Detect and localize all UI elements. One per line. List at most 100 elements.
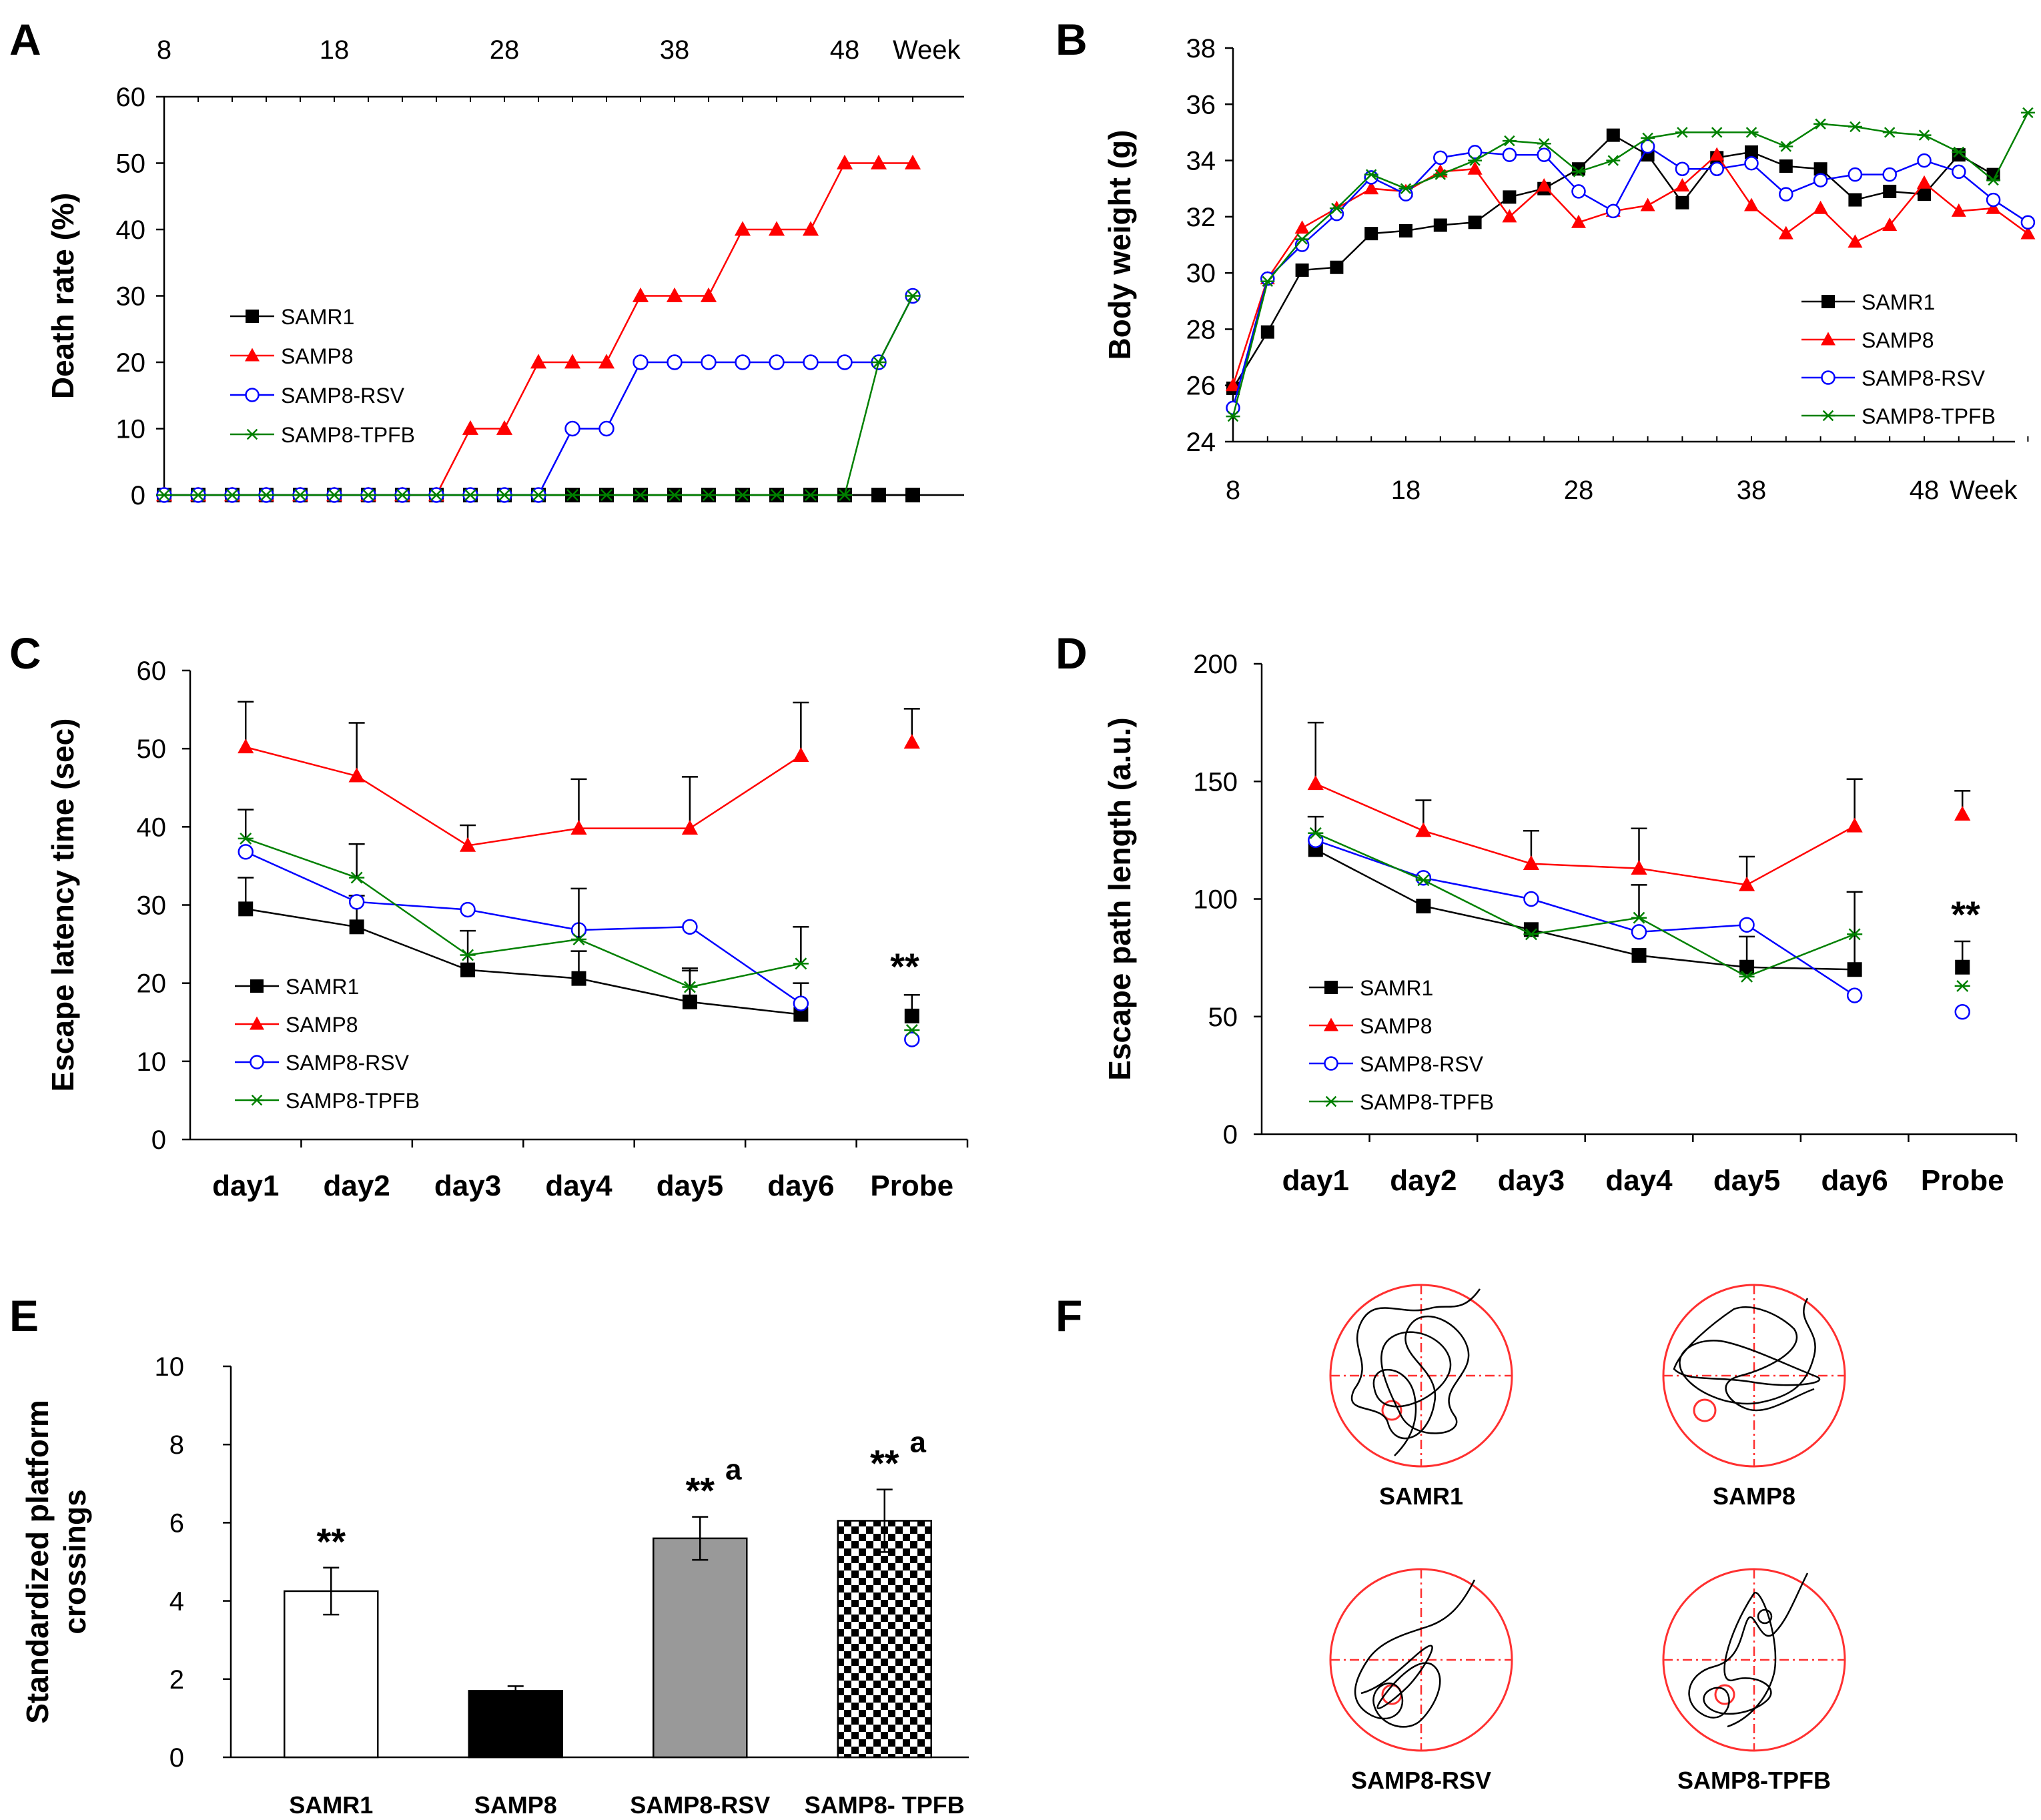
series-line-samp8-tpfb	[164, 295, 914, 496]
legend-label-samr1: SAMR1	[1862, 290, 1935, 314]
point-samp8-rsv	[667, 354, 683, 370]
point-samp8-rsv	[1917, 153, 1932, 168]
point-samr1	[1468, 215, 1482, 230]
point-samp8	[1848, 234, 1863, 248]
x-tick-label: day4	[545, 1170, 613, 1202]
x-tick-label: day6	[767, 1170, 834, 1202]
point-samp8	[1415, 822, 1432, 837]
x-tick-label: day5	[1713, 1164, 1780, 1197]
point-samp8-tpfb	[1882, 127, 1897, 138]
y-tick-label: 0	[131, 481, 145, 510]
point-samp8	[459, 837, 476, 852]
point-samr1	[1883, 184, 1897, 198]
point-samp8-tpfb	[682, 981, 698, 993]
x-tick-label: 18	[1391, 476, 1421, 505]
point-samp8-tpfb	[1847, 928, 1863, 941]
point-samr1	[1739, 959, 1755, 975]
x-unit-label: Week	[893, 35, 961, 65]
y-tick-label: 40	[137, 813, 167, 842]
point-samp8	[1709, 147, 1725, 161]
point-samp8-tpfb	[735, 489, 751, 501]
maze-samp8: SAMP8	[1662, 1284, 1846, 1510]
point-samp8-tpfb	[1631, 911, 1647, 924]
legend-marker-samp8-rsv	[1324, 1056, 1338, 1071]
point-samp8	[496, 420, 513, 435]
legend-label-samp8-rsv: SAMP8-RSV	[1360, 1052, 1484, 1076]
point-samp8	[1986, 200, 2001, 214]
legend-marker-samp8-tpfb	[1821, 410, 1835, 422]
error-bar-samp8-tpfb	[348, 843, 365, 878]
point-samp8-tpfb	[258, 489, 274, 501]
y-axis-title: Escape latency time (sec)	[45, 719, 80, 1092]
legend-marker-samr1	[250, 979, 264, 993]
point-samp8	[632, 287, 649, 302]
x-tick-label: day2	[323, 1170, 390, 1202]
point-samp8	[1631, 860, 1647, 875]
x-tick-label: 38	[660, 35, 690, 65]
point-samp8-tpfb	[394, 489, 410, 501]
point-samp8-rsv	[1606, 203, 1621, 219]
legend-label-samp8-tpfb: SAMP8-TPFB	[281, 423, 415, 447]
point-samp8-tpfb	[769, 489, 785, 501]
point-samp8-rsv	[1537, 147, 1551, 162]
legend-marker-samr1	[1821, 295, 1835, 308]
legend-label-samp8-tpfb: SAMP8-TPFB	[1360, 1090, 1494, 1114]
maze-label-samp8-tpfb: SAMP8-TPFB	[1677, 1767, 1831, 1794]
x-tick-label: day3	[1498, 1164, 1565, 1197]
point-samp8	[530, 354, 547, 369]
series-line-samp8	[1315, 783, 1856, 886]
x-tick-label: 28	[1564, 476, 1594, 505]
y-tick-label: 34	[1186, 147, 1216, 176]
point-samp8-rsv	[1523, 891, 1539, 907]
point-samp8	[1571, 214, 1586, 228]
y-tick-label: 6	[169, 1508, 184, 1538]
point-samp8-tpfb	[667, 489, 683, 501]
point-samp8-rsv	[1848, 167, 1863, 182]
bar-samp8-tpfb	[837, 1520, 932, 1759]
y-tick-label: 20	[116, 348, 146, 378]
y-tick-label: 50	[137, 735, 167, 764]
point-samp8-tpfb	[530, 489, 546, 501]
y-tick-label: 32	[1186, 203, 1216, 232]
point-samp8-tpfb	[1468, 155, 1483, 166]
point-samp8-tpfb	[904, 1023, 920, 1036]
y-tick-label: 10	[155, 1352, 185, 1382]
point-samp8-tpfb	[1295, 234, 1310, 245]
x-tick-label: SAMR1	[289, 1791, 373, 1819]
x-unit-label: Week	[1950, 476, 2018, 505]
maze-label-samr1: SAMR1	[1379, 1482, 1463, 1510]
legend-marker-samp8-rsv	[1821, 370, 1835, 385]
significance-marker: **	[685, 1470, 715, 1512]
series-line-samp8	[164, 162, 913, 496]
error-bar-samp8-tpfb	[681, 967, 698, 987]
point-samp8	[2020, 225, 2036, 240]
point-samp8-tpfb	[1606, 155, 1621, 166]
point-samp8-tpfb	[1502, 135, 1517, 147]
point-samp8-rsv	[1739, 917, 1755, 933]
point-samr1	[905, 488, 920, 502]
y-tick-label: 50	[1208, 1003, 1238, 1032]
y-tick-label: 40	[116, 215, 146, 245]
point-samp8-tpfb	[1739, 970, 1755, 983]
x-tick-label: SAMP8- TPFB	[805, 1791, 965, 1819]
point-samp8-tpfb	[1433, 169, 1448, 180]
point-samp8-tpfb	[1779, 141, 1793, 152]
series-line-samp8-rsv	[164, 295, 914, 496]
escape-latency-chart: 0 10 20 30 40 50 60 day1 day2 day3 day4 day5 day6 Pro…	[45, 656, 969, 1202]
point-samp8-rsv	[1364, 170, 1378, 185]
x-tick-label: Probe	[870, 1170, 953, 1202]
y-tick-label: 30	[1186, 259, 1216, 288]
point-samp8-rsv	[769, 354, 785, 370]
maze-label-samp8-rsv: SAMP8-RSV	[1351, 1767, 1491, 1794]
x-tick-label: day5	[657, 1170, 723, 1202]
point-samp8-rsv	[803, 354, 819, 370]
point-samp8	[1882, 217, 1898, 231]
error-bar-samp8-tpfb	[238, 809, 254, 839]
point-samp8-tpfb	[428, 489, 444, 501]
point-samr1	[1848, 193, 1862, 207]
point-samp8-tpfb	[1571, 166, 1586, 177]
legend-label-samp8-rsv: SAMP8-RSV	[286, 1051, 410, 1075]
y-axis-title-line-2: crossings	[57, 1489, 92, 1634]
point-samp8	[1738, 876, 1755, 891]
point-samp8	[564, 354, 581, 369]
